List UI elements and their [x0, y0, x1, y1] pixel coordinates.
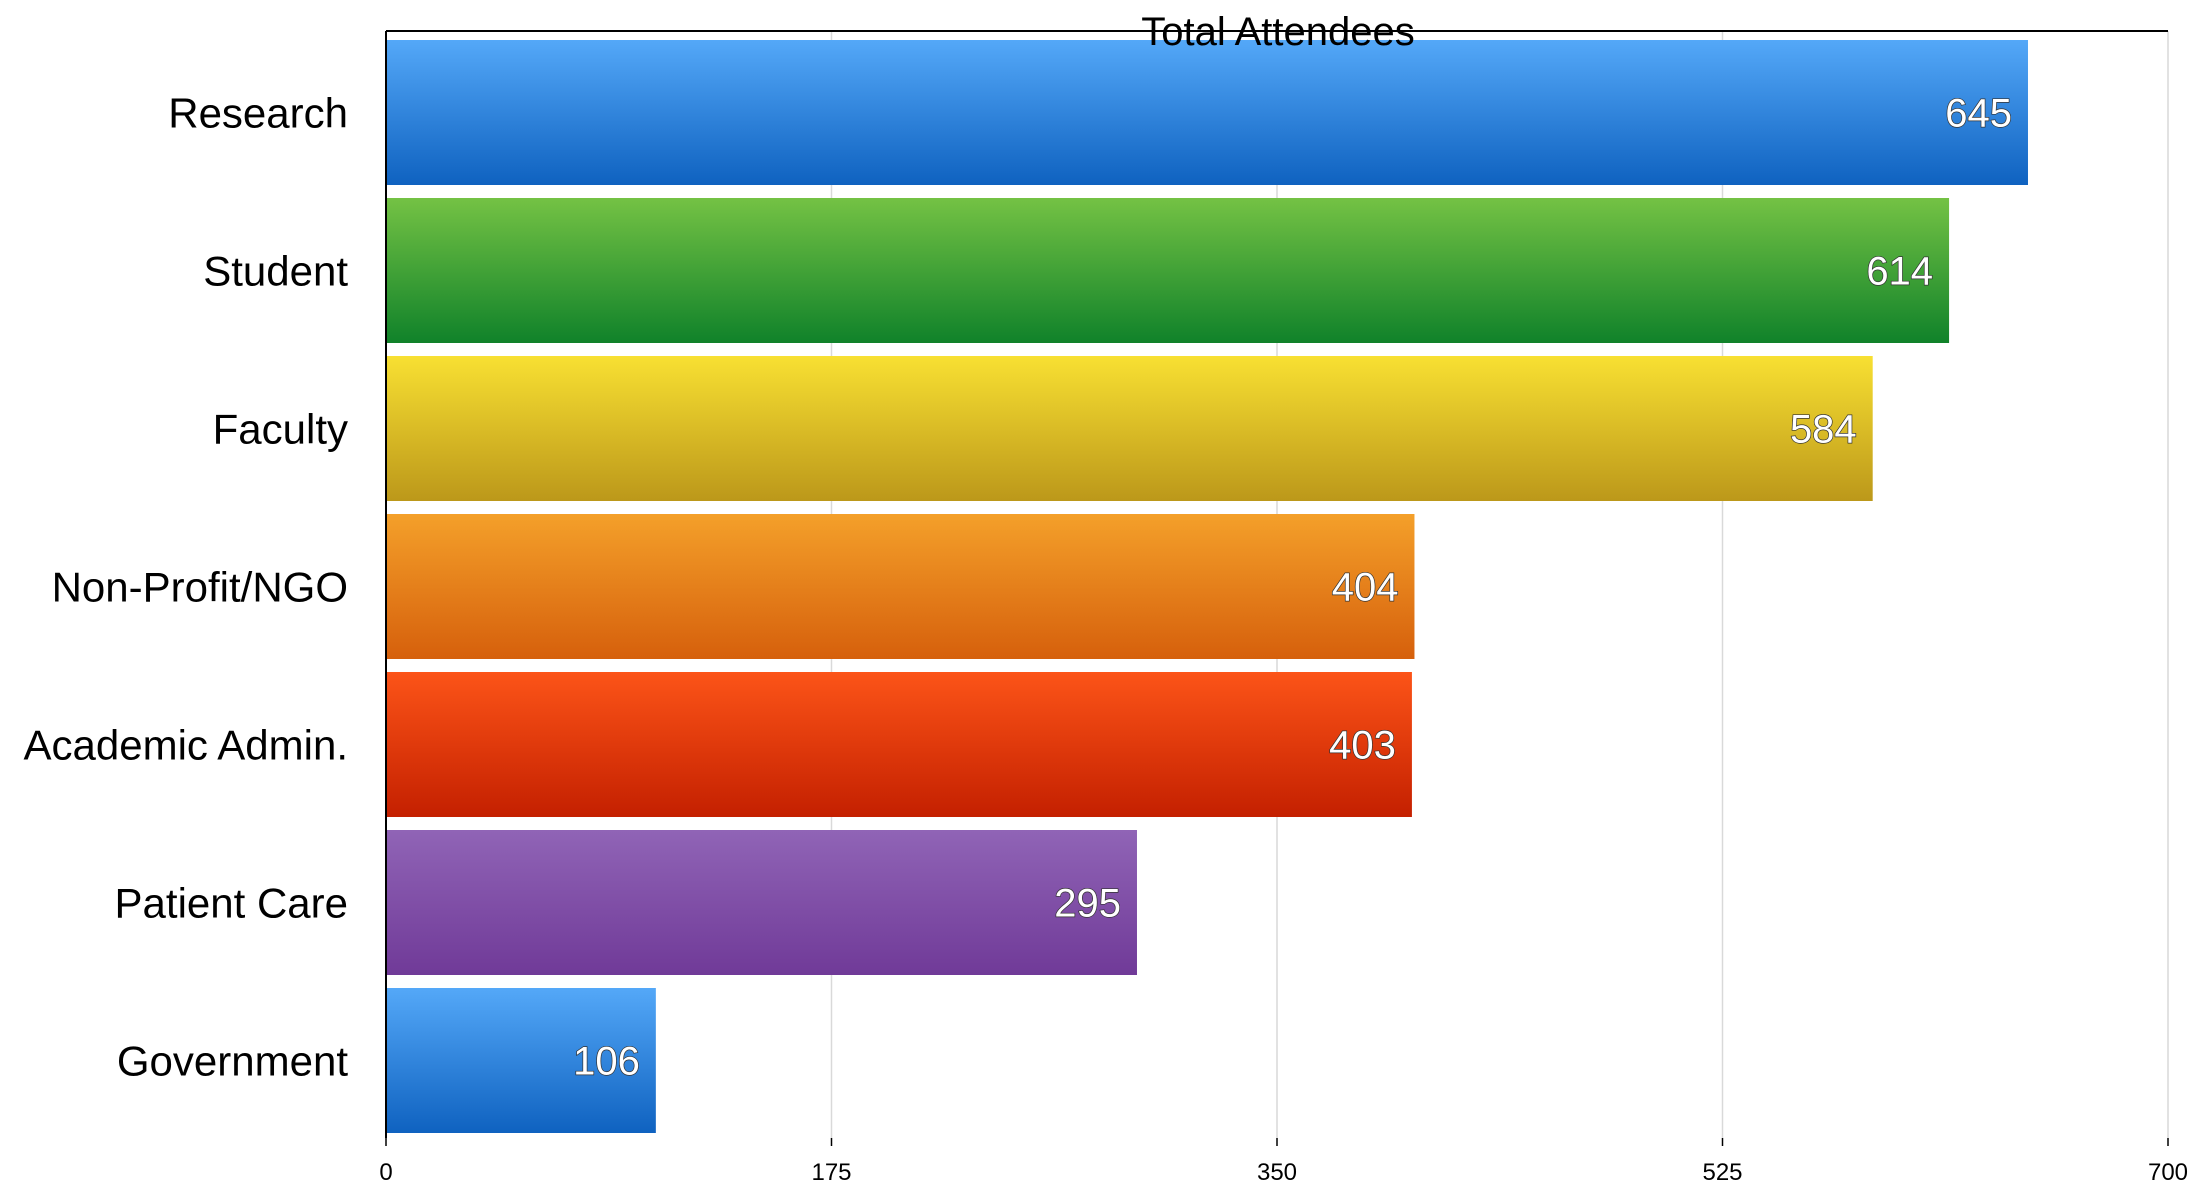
label-layer: 645 Research 614 Student 584 Faculty 404 Non-Pr… — [24, 90, 2013, 1085]
x-tick-label: 700 — [2148, 1159, 2188, 1184]
bar-value-label: 404 — [1332, 566, 1399, 610]
x-tick-label: 525 — [1702, 1159, 1742, 1184]
bar-layer — [386, 40, 2028, 1133]
category-label: Faculty — [213, 406, 348, 453]
chart-title: Total Attendees — [1141, 10, 1415, 54]
bar-value-label: 106 — [573, 1040, 640, 1084]
bar-value-label: 614 — [1866, 250, 1933, 294]
x-tick-label: 350 — [1257, 1159, 1297, 1184]
category-label: Research — [168, 90, 348, 137]
category-label: Patient Care — [115, 880, 348, 927]
category-label: Academic Admin. — [24, 722, 348, 769]
bar-non-profit-ngo — [386, 514, 1415, 659]
bar-patient-care — [386, 830, 1137, 975]
bar-government — [386, 988, 656, 1133]
category-label: Non-Profit/NGO — [52, 564, 348, 611]
x-tick-label: 0 — [379, 1159, 392, 1184]
category-label: Student — [203, 248, 348, 295]
bar-value-label: 295 — [1054, 882, 1121, 926]
axis-layer: 0 175 350 525 700 — [379, 30, 2188, 1186]
x-tick-label: 175 — [811, 1159, 851, 1184]
bar-faculty — [386, 356, 1873, 501]
bar-value-label: 584 — [1790, 408, 1857, 452]
category-label: Government — [117, 1038, 348, 1085]
bar-research — [386, 40, 2028, 185]
bar-value-label: 403 — [1329, 724, 1396, 768]
bar-academic-admin — [386, 672, 1412, 817]
bar-student — [386, 198, 1950, 343]
bar-value-label: 645 — [1945, 92, 2012, 136]
